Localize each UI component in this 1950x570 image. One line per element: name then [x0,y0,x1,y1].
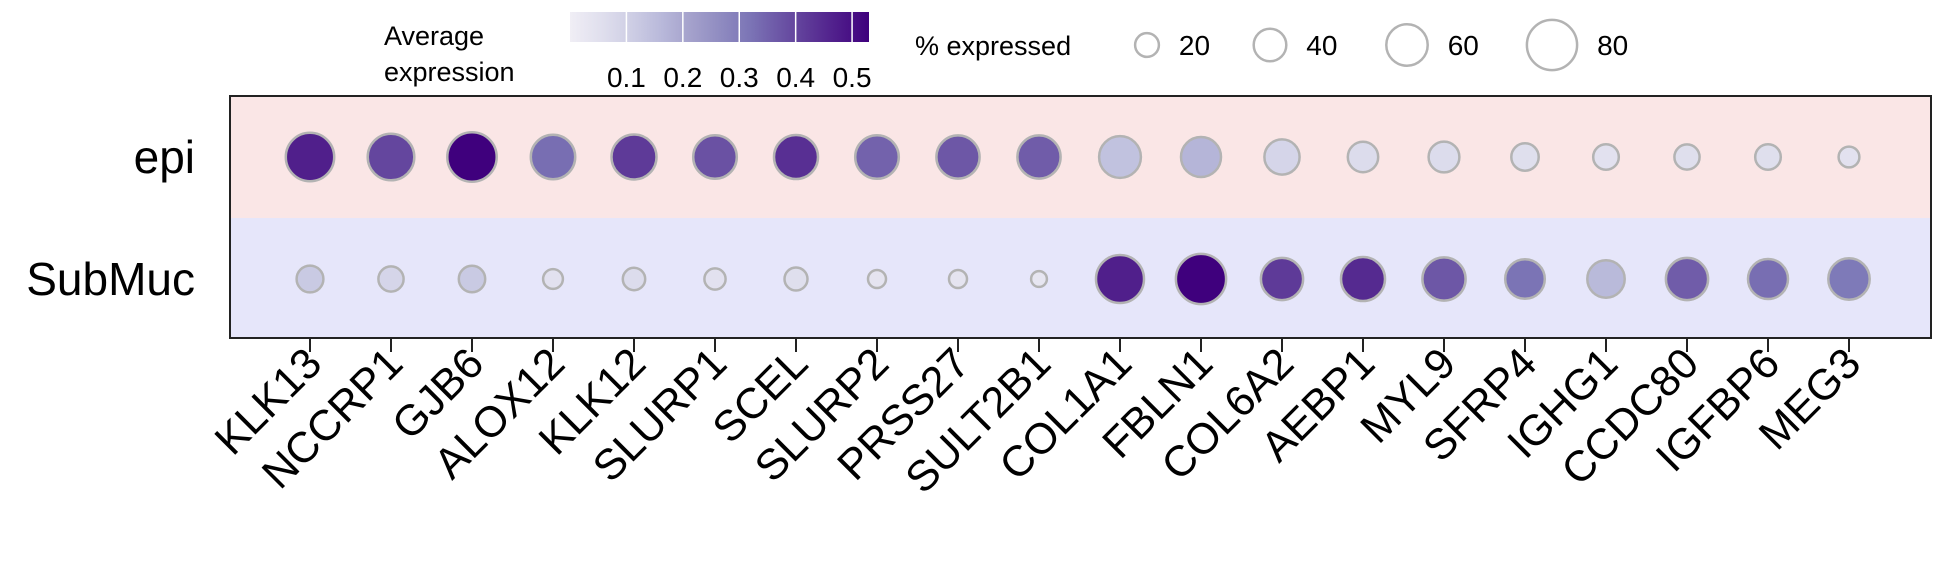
colorbar-tick-label-0.5: 0.5 [833,62,872,93]
dot-epi-klk13 [284,131,336,183]
size-legend-circle-60 [1385,23,1429,67]
plot-frame [229,95,1932,339]
x-axis-ticks [309,338,1850,352]
dot-epi-gjb6 [446,131,498,183]
dot-submuc-fbln1 [1174,252,1228,306]
row-labels: epi SubMuc [26,131,195,305]
dot-epi-nccrp1 [366,132,416,182]
dot-submuc-slurp2 [866,268,888,290]
dot-epi-slurp1 [691,133,739,181]
size-legend: % expressed 20 40 60 80 [915,18,1628,72]
colorbar-tick-label-0.2: 0.2 [663,62,702,93]
dots [284,131,1871,306]
size-legend-circle-80 [1525,18,1579,72]
dot-submuc-col6a2 [1259,256,1305,302]
dot-submuc-slurp1 [703,267,727,291]
dot-epi-prss27 [935,134,981,180]
dot-epi-col6a2 [1263,138,1301,176]
dot-submuc-klk12 [621,266,647,292]
dot-submuc-myl9 [1421,256,1467,302]
dot-submuc-col1a1 [1094,253,1146,305]
size-legend-circle-20 [1133,31,1161,59]
dot-epi-aebp1 [1346,140,1380,174]
dot-submuc-igfbp6 [1746,257,1790,301]
colorbar-ticks: 0.1 0.2 0.3 0.4 0.5 [607,12,872,93]
dot-submuc-nccrp1 [377,265,405,293]
colorbar-tick-label-0.1: 0.1 [607,62,646,93]
dot-epi-sult2b1 [1016,134,1062,180]
dot-submuc-gjb6 [457,264,487,294]
dot-epi-alox12 [529,133,577,181]
dot-epi-ccdc80 [1673,143,1701,171]
color-legend-title-line1: Average [384,21,484,51]
dot-submuc-alox12 [541,267,565,291]
size-legend-label-60: 60 [1448,30,1479,61]
dot-epi-ighg1 [1591,142,1621,172]
row-background-epi [230,96,1931,218]
dot-submuc-scel [783,266,809,292]
dot-epi-meg3 [1837,145,1861,169]
size-legend-label-20: 20 [1179,30,1210,61]
x-axis-labels: KLK13NCCRP1GJB6ALOX12KLK12SLURP1SCELSLUR… [206,339,1870,503]
dot-submuc-ccdc80 [1664,256,1710,302]
dot-epi-klk12 [610,133,658,181]
size-legend-label-80: 80 [1597,30,1628,61]
dot-submuc-meg3 [1827,257,1871,301]
color-legend: Average expression 0.1 0.2 0.3 0.4 0.5 [384,12,872,93]
dot-epi-myl9 [1427,140,1461,174]
dot-submuc-sult2b1 [1029,269,1049,289]
size-legend-label-40: 40 [1306,30,1337,61]
size-legend-title: % expressed [915,31,1071,61]
colorbar-tick-label-0.3: 0.3 [720,62,759,93]
dot-epi-col1a1 [1097,134,1143,180]
dot-epi-slurp2 [853,133,901,181]
size-legend-items: 20 40 60 80 [1133,18,1628,72]
row-label-epi: epi [134,131,195,183]
dot-submuc-aebp1 [1339,255,1387,303]
dot-submuc-ighg1 [1586,259,1626,299]
dot-submuc-klk13 [295,264,325,294]
dot-submuc-prss27 [947,268,969,290]
dot-submuc-sfrp4 [1503,257,1547,301]
row-label-submuc: SubMuc [26,253,195,305]
color-legend-title-line2: expression [384,57,515,87]
size-legend-circle-40 [1252,27,1288,63]
colorbar [570,12,869,42]
dot-epi-igfbp6 [1753,142,1783,172]
plot-area: epi SubMuc KLK13NCCRP1GJB6ALOX12KLK12SLUR… [26,95,1932,503]
row-background-submuc [230,218,1931,338]
dot-epi-scel [772,133,820,181]
dot-epi-fbln1 [1179,135,1223,179]
dot-epi-sfrp4 [1510,142,1540,172]
colorbar-tick-label-0.4: 0.4 [776,62,815,93]
